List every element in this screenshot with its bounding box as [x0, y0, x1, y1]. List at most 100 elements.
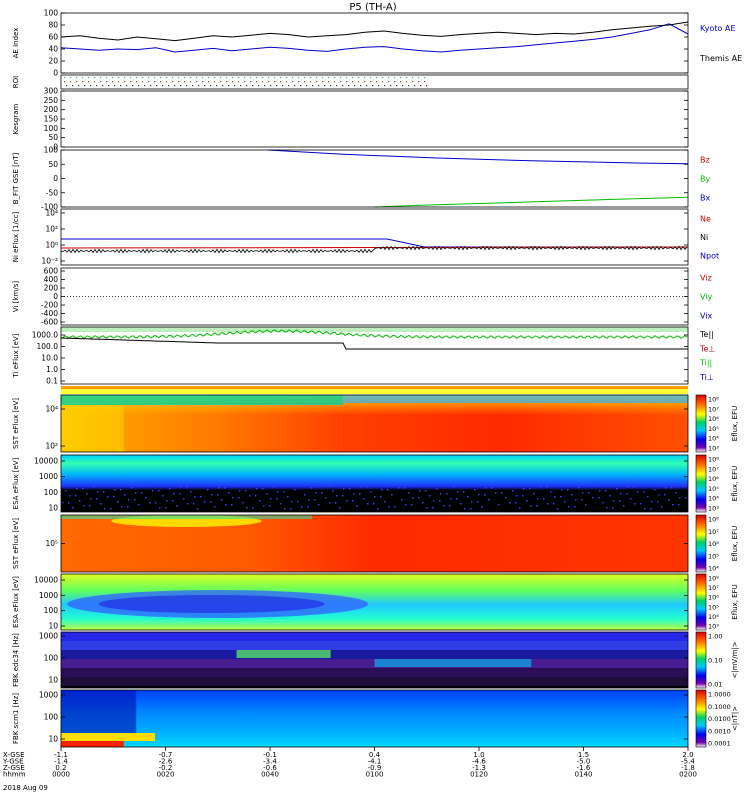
ephemeris-value: -1.4	[54, 758, 68, 766]
ephemeris-value: -0.6	[263, 764, 277, 772]
y-tick-label: 600	[44, 267, 59, 276]
y-tick-label: 10000	[34, 576, 58, 585]
ephemeris-value: 1.5	[578, 751, 589, 759]
legend-entry: Te⊥	[699, 344, 715, 353]
y-tick-label: 200	[44, 284, 59, 293]
panel-ae: 100 80 60 40 20 0 AE Index Kyoto AE Themis AE	[12, 9, 742, 78]
colorbar-tick: 10⁸	[708, 575, 719, 583]
colorbar-label: <|mV/m|>	[731, 641, 739, 678]
colorbar-label: Eflux, EFU	[731, 466, 739, 501]
ephemeris-row-label: hhmm	[3, 771, 26, 779]
colorbar-tick: 10⁷	[708, 584, 719, 592]
plot-title: P5 (TH-A)	[349, 2, 396, 13]
ephemeris-value: -0.7	[159, 751, 173, 759]
colorbar	[695, 689, 707, 748]
y-tick-label: 250	[44, 96, 59, 105]
y-tick-label: 1.0	[46, 365, 58, 374]
legend-entry: Ti⊥	[699, 373, 714, 382]
series-line-bx	[267, 149, 689, 165]
panel-frame	[60, 208, 689, 266]
date-label: 2018 Aug 09	[3, 784, 48, 792]
y-axis-label: FBK scm1 [Hz]	[12, 693, 20, 744]
y-tick-label: 400	[44, 275, 59, 284]
y-tick-label: -400	[41, 309, 58, 318]
ephemeris-value: -1.3	[472, 764, 486, 772]
y-tick-label: 10	[48, 676, 58, 685]
colorbar-tick: 10⁸	[708, 516, 719, 524]
y-tick-label: 10⁴	[45, 405, 58, 414]
y-tick-label: 10000	[34, 457, 58, 466]
colorbar-tick: 0.0100	[708, 715, 731, 723]
colorbar-tick: 10³	[708, 623, 719, 631]
series-line-kyoto-ae	[60, 23, 689, 53]
y-tick-label: 0	[53, 143, 58, 152]
y-tick-label: 10⁴	[45, 209, 58, 218]
y-tick-label: 60	[48, 33, 58, 42]
panel-ti: 1000.0 100.0 10.0 1.0 0.1 Ti eFlux [eV] Te|| Te…	[12, 326, 715, 386]
colorbar-tick: 10⁶	[708, 415, 719, 423]
panel-roi: ROI	[12, 74, 689, 90]
colorbar-tick: 10⁷	[708, 465, 719, 473]
y-tick-label: 80	[48, 21, 58, 30]
y-axis-label: AE Index	[12, 28, 20, 59]
colorbar	[695, 454, 707, 513]
ephemeris-value: -1.1	[54, 751, 68, 759]
series-line-themis-ae	[60, 21, 689, 42]
te-par-trace	[60, 337, 688, 350]
legend-entry: Viy	[700, 293, 713, 302]
panel-frame	[60, 454, 689, 513]
legend-entry: Kyoto AE	[700, 24, 735, 33]
colorbar-tick: 10³	[708, 505, 719, 513]
y-tick-label: 100	[44, 488, 59, 497]
legend-entry: Te||	[699, 330, 714, 339]
y-tick-label: 10⁵	[45, 539, 58, 548]
panel-frame	[60, 12, 689, 74]
legend-entry: Ti||	[699, 359, 712, 368]
y-tick-label: 40	[48, 45, 58, 54]
ephemeris-value: -0.2	[159, 764, 173, 772]
ephemeris-row-label: X-GSE	[3, 751, 25, 759]
colorbar-label: <|nT|>	[731, 706, 739, 731]
panel-fbk1: 1000 100 10 FBK edc34 [Hz] 1.00 0.10 0.01 <|mV/…	[12, 632, 739, 689]
y-tick-label: 10	[48, 504, 58, 513]
ni-trace	[60, 245, 688, 254]
colorbar-tick: 10⁴	[708, 613, 719, 621]
colorbar	[695, 514, 707, 573]
y-tick-label: 10⁻²	[41, 257, 58, 266]
y-tick-label: 10	[48, 735, 58, 744]
panel-frame	[60, 74, 689, 90]
y-tick-label: 100	[44, 606, 59, 615]
ephemeris-value: -5.4	[681, 758, 695, 766]
colorbar-tick: 0.1000	[708, 703, 731, 711]
y-tick-label: 100	[44, 124, 59, 133]
colorbar-tick: 10⁴	[708, 495, 719, 503]
legend-entry: Themis AE	[699, 54, 742, 63]
ephemeris-value: 0.4	[369, 751, 381, 759]
ephemeris-value: 0100	[366, 771, 384, 779]
ephemeris-value: 0200	[679, 771, 697, 779]
panel-frame	[60, 631, 689, 689]
panel-ni: 10⁴ 10² 10⁰ 10⁻² Ni eFlux [1/cc] Ne Ni Npot	[12, 209, 719, 266]
colorbar-tick: 0.10	[708, 657, 722, 665]
y-tick-label: 0	[53, 174, 58, 183]
y-tick-label: 200	[44, 105, 59, 114]
y-tick-label: 10⁰	[45, 241, 58, 250]
y-tick-label: 100.0	[37, 342, 59, 351]
y-tick-label: -200	[41, 301, 58, 310]
legend-entry: Ni	[700, 233, 708, 242]
y-tick-label: 0	[53, 292, 58, 301]
ephemeris-value: 1.0	[473, 751, 484, 759]
colorbar-tick: 0.0001	[708, 740, 731, 748]
panel-frame	[60, 394, 689, 453]
ephemeris-value: 0000	[52, 771, 70, 779]
colorbar-tick: 10⁵	[708, 603, 719, 611]
y-tick-label: 300	[44, 87, 59, 96]
panel-bfit: 100 50 0 -50 -100 B_FIT GSE [nT] Bz By Bx	[12, 146, 710, 212]
legend-entry: By	[700, 175, 710, 184]
colorbar-tick: 0.01	[708, 681, 722, 689]
colorbar	[695, 631, 707, 689]
